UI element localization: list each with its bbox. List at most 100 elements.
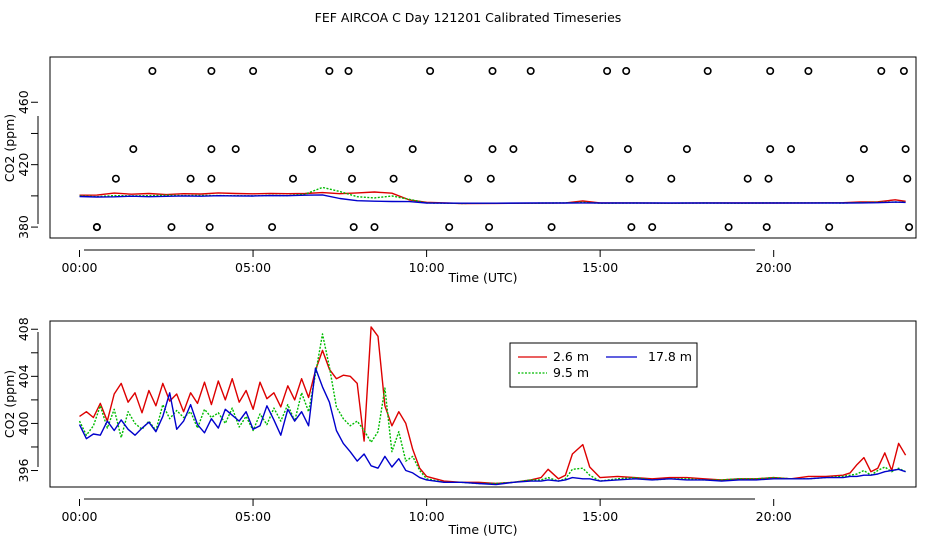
marker-point-21 xyxy=(408,145,417,154)
series-line-17-8-m-top xyxy=(79,194,906,204)
marker-point-20 xyxy=(346,145,355,154)
marker-point-7 xyxy=(488,67,497,76)
marker-point-18 xyxy=(231,145,240,154)
marker-point-52 xyxy=(445,223,454,232)
marker-point-9 xyxy=(603,67,612,76)
figure-title: FEF AIRCOA C Day 121201 Calibrated Times… xyxy=(315,10,622,25)
marker-point-30 xyxy=(901,145,910,154)
marker-point-50 xyxy=(349,223,358,232)
marker-point-14 xyxy=(877,67,886,76)
plot-frame-bottom xyxy=(49,320,917,488)
x-tick-label-1-top: 05:00 xyxy=(235,260,271,275)
x-tick-label-4-bottom: 20:00 xyxy=(756,509,792,524)
marker-point-24 xyxy=(585,145,594,154)
marker-point-1 xyxy=(148,67,157,76)
legend-label-9-5m: 9.5 m xyxy=(553,365,589,380)
marker-point-32 xyxy=(186,174,195,183)
series-line-17-8-m-bottom xyxy=(78,367,906,486)
panel-bottom: 00:00 05:00 10:00 15:00 20:00 396 400 404 408 T… xyxy=(2,317,917,537)
x-tick-label-1-bottom: 05:00 xyxy=(235,509,271,524)
y-tick-label-4-top: 460 xyxy=(16,90,31,114)
marker-point-41 xyxy=(667,174,676,183)
x-tick-label-3-top: 15:00 xyxy=(582,260,618,275)
marker-point-51 xyxy=(370,223,379,232)
marker-point-17 xyxy=(207,145,216,154)
marker-point-57 xyxy=(724,223,733,232)
y-tick-label-2-bottom: 400 xyxy=(16,411,31,435)
marker-point-49 xyxy=(268,223,277,232)
x-tick-label-3-bottom: 15:00 xyxy=(582,509,618,524)
y-axis-label-bottom: CO2 (ppm) xyxy=(2,370,17,438)
y-axis-label-top: CO2 (ppm) xyxy=(2,114,17,182)
y-axis-ticks-bottom: 396 400 404 408 xyxy=(16,317,38,482)
y-tick-label-0-bottom: 396 xyxy=(16,459,31,483)
marker-point-59 xyxy=(825,223,834,232)
marker-point-28 xyxy=(786,145,795,154)
series-line-9-5-m-top xyxy=(79,186,906,205)
marker-point-11 xyxy=(703,67,712,76)
marker-point-54 xyxy=(547,223,556,232)
marker-point-46 xyxy=(92,223,101,232)
x-tick-label-2-bottom: 10:00 xyxy=(409,509,445,524)
marker-point-34 xyxy=(288,174,297,183)
marker-point-26 xyxy=(682,145,691,154)
y-tick-label-2-top: 420 xyxy=(16,153,31,177)
marker-point-25 xyxy=(623,145,632,154)
marker-point-23 xyxy=(509,145,518,154)
marker-point-16 xyxy=(129,145,138,154)
legend: 2.6 m 17.8 m 9.5 m xyxy=(509,342,698,388)
marker-point-47 xyxy=(167,223,176,232)
marker-point-4 xyxy=(325,67,334,76)
x-axis-label-top: Time (UTC) xyxy=(447,270,517,285)
marker-point-42 xyxy=(743,174,752,183)
marker-point-6 xyxy=(426,67,435,76)
series-line-2-6-m-top xyxy=(79,191,906,205)
marker-point-8 xyxy=(526,67,535,76)
marker-point-58 xyxy=(762,223,771,232)
x-tick-label-0-bottom: 00:00 xyxy=(61,509,97,524)
y-axis-ticks-top: 380 420 460 xyxy=(16,90,38,239)
marker-point-15 xyxy=(899,67,908,76)
marker-point-39 xyxy=(568,174,577,183)
marker-point-29 xyxy=(859,145,868,154)
series-line-9-5-m-bottom xyxy=(78,333,906,485)
marker-point-3 xyxy=(249,67,258,76)
x-axis-label-bottom: Time (UTC) xyxy=(447,522,517,537)
marker-point-12 xyxy=(766,67,775,76)
series-lines-top xyxy=(79,186,906,205)
marker-point-19 xyxy=(308,145,317,154)
marker-point-13 xyxy=(804,67,813,76)
marker-point-53 xyxy=(485,223,494,232)
marker-point-35 xyxy=(347,174,356,183)
legend-label-2-6m: 2.6 m xyxy=(553,349,589,364)
marker-point-55 xyxy=(627,223,636,232)
x-axis-ticks-top: 00:00 05:00 10:00 15:00 20:00 xyxy=(61,250,792,275)
marker-point-44 xyxy=(846,174,855,183)
legend-box xyxy=(509,342,698,388)
marker-point-33 xyxy=(207,174,216,183)
marker-point-43 xyxy=(764,174,773,183)
marker-point-40 xyxy=(625,174,634,183)
marker-point-2 xyxy=(207,67,216,76)
y-tick-label-0-top: 380 xyxy=(16,215,31,239)
marker-point-31 xyxy=(111,174,120,183)
x-tick-label-0-top: 00:00 xyxy=(61,260,97,275)
y-tick-label-4-bottom: 404 xyxy=(16,364,31,388)
x-axis-ticks-bottom: 00:00 05:00 10:00 15:00 20:00 xyxy=(61,499,792,524)
legend-label-17-8m: 17.8 m xyxy=(648,349,692,364)
marker-point-48 xyxy=(205,223,214,232)
marker-point-56 xyxy=(648,223,657,232)
plot-frame-top xyxy=(49,56,917,239)
markers-top xyxy=(92,67,914,232)
series-lines-bottom xyxy=(78,326,907,486)
marker-point-36 xyxy=(389,174,398,183)
marker-point-27 xyxy=(766,145,775,154)
marker-point-10 xyxy=(622,67,631,76)
marker-point-38 xyxy=(486,174,495,183)
series-line-2-6-m-bottom xyxy=(79,326,907,485)
x-tick-label-4-top: 20:00 xyxy=(756,260,792,275)
marker-point-5 xyxy=(344,67,353,76)
panel-top: 00:00 05:00 10:00 15:00 20:00 380 420 460 Time… xyxy=(2,56,917,285)
marker-point-60 xyxy=(905,223,914,232)
